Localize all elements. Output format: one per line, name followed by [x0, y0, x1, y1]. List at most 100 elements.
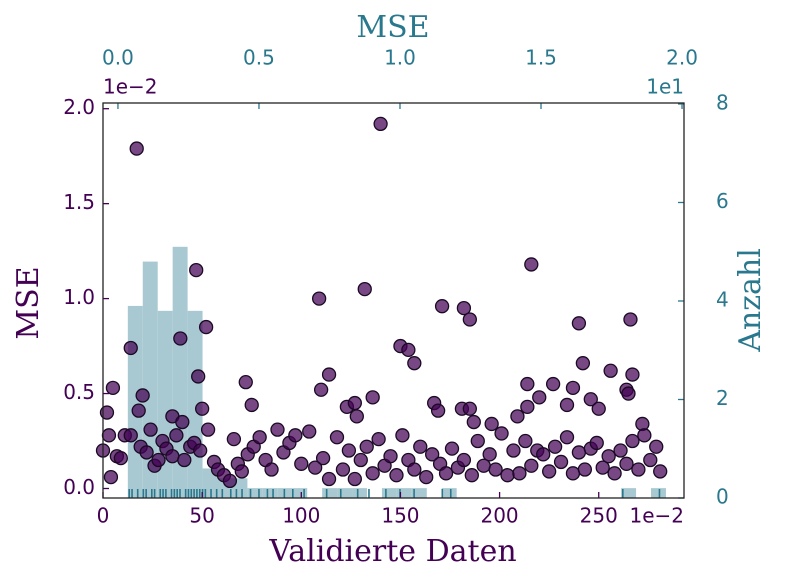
scatter-point [401, 342, 416, 358]
scatter-point [135, 388, 150, 403]
scatter-point [565, 380, 581, 396]
scatter-point [407, 356, 422, 371]
x-offset-label: 1e1 [646, 75, 684, 99]
scatter-point [413, 439, 428, 454]
scatter-point [637, 428, 652, 443]
y-offset-label: 1e−2 [103, 75, 158, 99]
scatter-point [500, 468, 515, 483]
scatter-point [545, 376, 561, 392]
y-tick-label: 8 [716, 90, 729, 114]
scatter-point [506, 443, 521, 458]
scatter-point [191, 369, 206, 384]
x-tick-label: 1.0 [384, 46, 416, 70]
scatter-point [200, 422, 216, 437]
y-tick-label: 0.5 [63, 380, 95, 404]
x-offset-label: 1e−2 [629, 504, 684, 528]
scatter-point [123, 428, 138, 443]
scatter-point [264, 462, 279, 477]
scatter-point [484, 416, 499, 432]
scatter-point [524, 257, 539, 272]
scatter-point [131, 403, 146, 418]
scatter-point [536, 447, 551, 462]
scatter-point [520, 399, 535, 414]
histogram-bar [396, 488, 412, 498]
scatter-point [565, 466, 581, 481]
x-tick-label: 0.0 [102, 46, 134, 70]
scatter-point [601, 449, 616, 464]
scatter-point [365, 390, 380, 405]
scatter-point [542, 464, 557, 479]
scatter-point [559, 397, 575, 413]
scatter-point [488, 462, 503, 477]
x-axis-label: Validierte Daten [268, 534, 516, 569]
scatter-point [302, 424, 317, 439]
histogram-bar [381, 488, 397, 498]
scatter-point [165, 449, 180, 464]
scatter-point [577, 462, 593, 477]
scatter-point [288, 428, 303, 443]
scatter-point [101, 428, 117, 443]
y-tick-label: 0.0 [63, 475, 95, 499]
y-axis-label: MSE [11, 266, 46, 339]
scatter-point [575, 356, 591, 371]
scatter-point [198, 319, 214, 335]
histogram-bar [247, 488, 263, 498]
scatter-point [389, 468, 404, 483]
scatter-point [238, 375, 253, 390]
scatter-point [123, 340, 138, 356]
scatter-point [571, 445, 587, 460]
scatter-point [373, 116, 388, 132]
scatter-point [175, 414, 190, 430]
scatter-point [99, 405, 115, 420]
x-tick-label: 1.5 [525, 46, 557, 70]
scatter-point [603, 363, 618, 378]
scatter-point [623, 312, 638, 327]
scatter-point [329, 430, 345, 445]
scatter-point [313, 382, 329, 397]
scatter-point [151, 452, 166, 468]
scatter-point [619, 456, 634, 471]
scatter-point [512, 466, 527, 481]
scatter-point [583, 392, 598, 407]
scatter-point [252, 430, 267, 445]
histogram-bar [337, 488, 353, 498]
scatter-point [321, 471, 337, 487]
histogram-bar [651, 488, 666, 498]
scatter-point [349, 409, 364, 424]
scatter-point [438, 466, 454, 481]
scatter-point [321, 367, 337, 382]
scatter-point [456, 300, 472, 316]
scatter-point [649, 439, 664, 454]
scatter-point [294, 456, 309, 471]
scatter-point [462, 401, 477, 416]
scatter-point [595, 460, 610, 475]
y-tick-label: 2 [716, 386, 729, 410]
scatter-point [226, 431, 242, 447]
scatter-point [371, 431, 386, 447]
scatter-point [466, 414, 481, 430]
scatter-point [270, 422, 285, 437]
histogram-bar [621, 488, 637, 498]
scatter-point [193, 443, 208, 458]
scatter-point [589, 435, 604, 451]
histogram-bar [142, 261, 158, 498]
histogram-bar [262, 488, 278, 498]
scatter-point [494, 426, 509, 441]
scatter-point [532, 390, 547, 405]
histogram-bar [322, 488, 338, 498]
x-axis-label: MSE [356, 10, 429, 45]
scatter-point [173, 331, 188, 346]
scatter-point [139, 445, 154, 460]
scatter-point [143, 422, 158, 437]
scatter-point [470, 433, 485, 449]
scatter-point [347, 395, 362, 411]
y-tick-label: 2.0 [63, 95, 95, 119]
scatter-point [571, 316, 587, 331]
y-tick-label: 4 [716, 287, 729, 311]
scatter-point [315, 450, 331, 466]
scatter-point [169, 428, 184, 443]
histogram-bar [352, 488, 367, 498]
x-tick-label: 0 [97, 504, 110, 528]
scatter-point [434, 299, 450, 314]
scatter-point [518, 433, 533, 449]
